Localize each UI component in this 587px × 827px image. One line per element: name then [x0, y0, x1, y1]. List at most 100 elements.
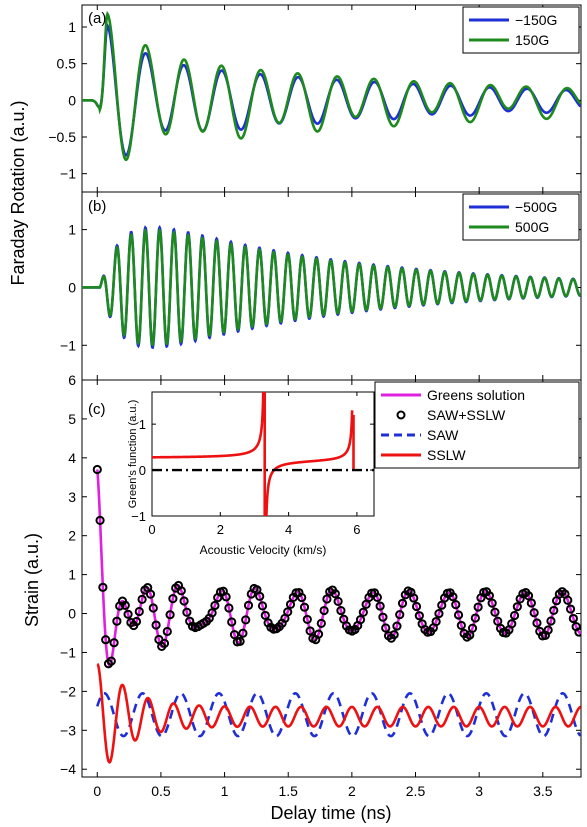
- saw-sslw-point: [260, 610, 270, 621]
- saw-sslw-point: [319, 605, 329, 616]
- saw-sslw-point: [316, 618, 326, 628]
- y-tick-label: 3: [68, 489, 76, 505]
- saw-sslw-point: [106, 656, 116, 666]
- legend-entry: SAW+SSLW: [427, 407, 506, 423]
- saw-sslw-point: [330, 589, 340, 599]
- saw-sslw-point: [473, 602, 483, 612]
- saw-sslw-point: [434, 608, 444, 619]
- y-tick-label: −1: [60, 644, 76, 660]
- saw-sslw-point: [389, 630, 399, 640]
- panel-c-plot-area: [92, 464, 581, 764]
- saw-sslw-point: [574, 627, 581, 637]
- saw-sslw-point: [546, 616, 556, 626]
- saw-sslw-point: [456, 620, 466, 631]
- saw-sslw-point: [526, 598, 536, 608]
- saw-sslw-point: [448, 592, 458, 602]
- saw-sslw-point: [549, 605, 559, 616]
- x-tick-label: 0.5: [151, 783, 171, 799]
- saw-sslw-point: [563, 595, 573, 605]
- saw-sslw-point: [512, 602, 522, 612]
- panel-c-frame: [81, 379, 582, 778]
- saw-sslw-point: [207, 608, 217, 618]
- x-tick-label: 0: [93, 783, 101, 799]
- saw-sslw-point: [297, 592, 307, 603]
- legend-entry: SAW: [427, 427, 459, 443]
- saw-sslw-point: [134, 606, 144, 617]
- legend-box: [462, 193, 580, 241]
- saw-sslw-point: [453, 610, 464, 620]
- saw-sslw-point: [299, 602, 310, 612]
- saw-sslw-point: [120, 600, 130, 610]
- saw-sslw-point: [238, 628, 248, 638]
- series-line-sslw: [96, 662, 581, 764]
- saw-sslw-point: [162, 626, 172, 637]
- faraday-rotation-y-label: Faraday Rotation (a.u.): [8, 100, 28, 285]
- saw-sslw-point: [137, 594, 147, 604]
- x-tick-label: 2: [348, 783, 356, 799]
- saw-sslw-point: [333, 596, 343, 606]
- saw-sslw-point: [283, 607, 293, 617]
- saw-sslw-point: [241, 615, 251, 625]
- saw-sslw-point: [95, 515, 105, 525]
- saw-sslw-point: [221, 592, 231, 602]
- saw-sslw-point: [395, 610, 405, 620]
- saw-sslw-point: [484, 591, 494, 601]
- saw-sslw-point: [397, 598, 408, 608]
- saw-sslw-point: [92, 464, 102, 475]
- saw-sslw-point: [313, 629, 324, 639]
- y-tick-label: −1: [60, 337, 76, 353]
- saw-sslw-point: [565, 604, 576, 614]
- panel-a-ticks: −1 −0.5 0 0.5 1: [48, 5, 581, 192]
- series-line-saw: [96, 692, 581, 738]
- saw-sslw-point: [358, 607, 368, 617]
- saw-sslw-point: [414, 611, 424, 621]
- saw-sslw-point: [375, 601, 385, 611]
- y-tick-label: 5: [68, 411, 76, 427]
- saw-sslw-point: [98, 582, 108, 592]
- saw-sslw-point: [176, 586, 186, 596]
- y-tick-label: 1: [139, 417, 146, 432]
- saw-sslw-point: [235, 636, 245, 646]
- saw-sslw-point: [257, 601, 268, 611]
- saw-sslw-point: [168, 594, 178, 604]
- saw-sslw-point: [224, 603, 234, 613]
- x-tick-label: 0: [148, 522, 155, 537]
- legend-marker: [396, 410, 406, 420]
- saw-sslw-point: [529, 608, 539, 618]
- legend-entry: 150G: [515, 32, 549, 48]
- y-tick-label: 1: [68, 19, 76, 35]
- saw-sslw-point: [467, 623, 478, 633]
- y-tick-label: 0.5: [57, 56, 77, 72]
- legend-entry: −150G: [515, 12, 557, 28]
- saw-sslw-point: [151, 620, 161, 630]
- saw-sslw-point: [131, 616, 142, 627]
- panel-c-label: (c): [88, 401, 106, 418]
- legend-box: [462, 6, 580, 54]
- legend-entry: Greens solution: [427, 387, 525, 403]
- saw-sslw-point: [101, 635, 111, 645]
- saw-sslw-point: [409, 593, 419, 603]
- y-tick-label: −1: [60, 166, 76, 182]
- series-line-plus-500g: [82, 227, 581, 347]
- y-tick-label: 0: [68, 92, 76, 108]
- y-tick-label: 4: [68, 450, 76, 466]
- saw-sslw-point: [145, 589, 156, 599]
- saw-sslw-point: [532, 618, 542, 628]
- panel-b-plot-area: [82, 224, 581, 350]
- saw-sslw-point: [182, 607, 192, 617]
- y-tick-label: −4: [60, 761, 76, 777]
- x-tick-label: 6: [353, 522, 360, 537]
- saw-sslw-point: [372, 592, 382, 602]
- inset-plot-area: [152, 392, 374, 516]
- saw-sslw-point: [159, 638, 170, 648]
- panel-a-label: (a): [88, 10, 106, 27]
- saw-sslw-point: [302, 614, 312, 625]
- saw-sslw-point: [243, 600, 254, 611]
- saw-sslw-point: [470, 613, 480, 623]
- saw-sslw-point: [451, 600, 461, 610]
- legend-entry: −500G: [515, 199, 557, 215]
